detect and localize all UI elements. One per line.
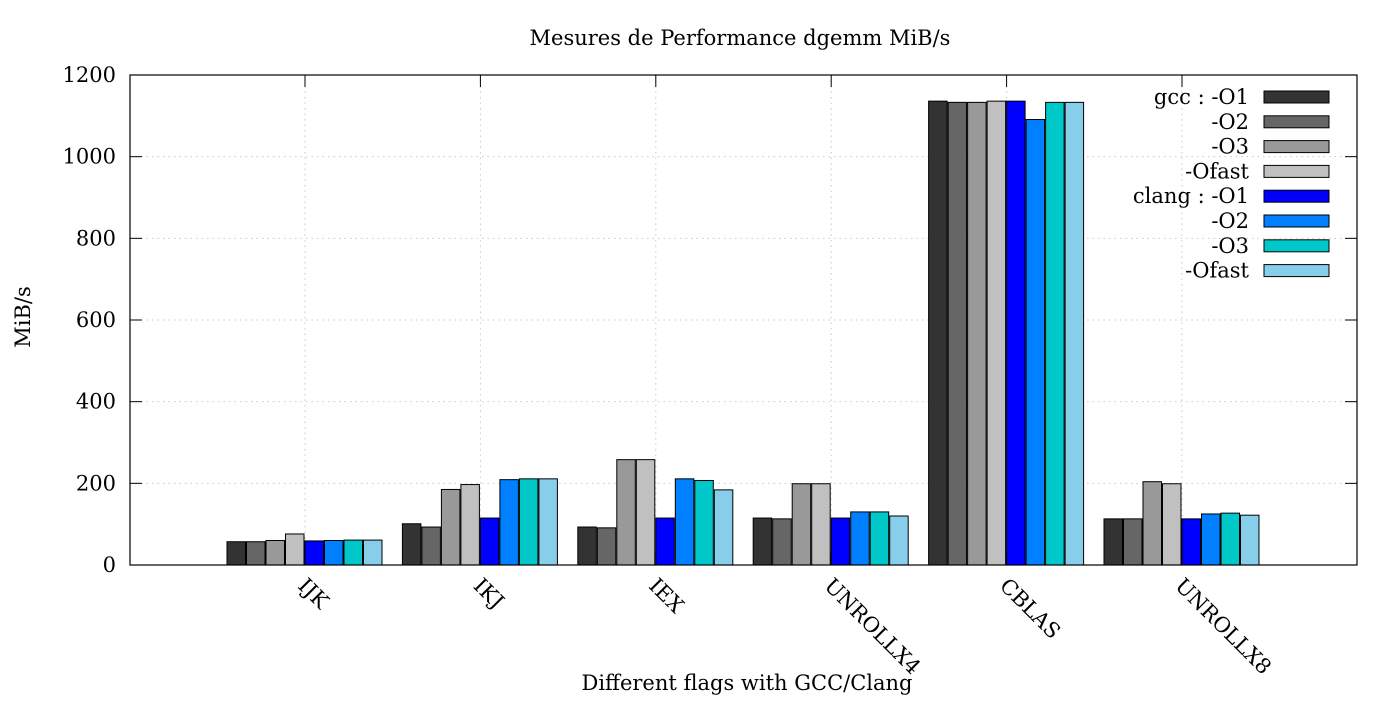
x-tick-label: IKJ (469, 574, 509, 614)
y-tick-label: 1000 (63, 145, 116, 169)
bar (460, 484, 480, 566)
bar (1201, 513, 1221, 566)
legend-swatch (1263, 239, 1330, 253)
bar (246, 541, 266, 566)
bar (499, 479, 519, 566)
x-tick-label: UNROLLX4 (820, 574, 926, 680)
y-tick-label: 600 (76, 308, 116, 332)
bar (752, 517, 773, 566)
x-axis-label: Different flags with GCC/Clang (581, 671, 912, 695)
bar (869, 511, 890, 566)
bar (343, 539, 363, 566)
y-axis-label: MiB/s (11, 286, 35, 348)
legend-label: -O2 (1211, 110, 1249, 134)
bar (226, 541, 246, 566)
bar (791, 483, 812, 566)
bar (324, 540, 344, 566)
bar (1045, 101, 1065, 566)
bar (928, 100, 948, 566)
bar (479, 517, 500, 566)
bar (1025, 119, 1046, 566)
x-tick-labels: IJK IKJ IEX UNROLLX4 CBLAS UNROLLX8 (293, 574, 1276, 680)
legend-label: -O3 (1211, 135, 1249, 159)
bar (850, 511, 870, 566)
legend-swatch (1263, 115, 1330, 129)
legend-swatch (1263, 164, 1330, 178)
legend-label: gcc : -O1 (1154, 85, 1249, 109)
bar (363, 539, 383, 566)
bar (421, 526, 441, 566)
bar (655, 517, 675, 566)
bar (947, 101, 968, 566)
bar (538, 478, 558, 566)
chart-title: Mesures de Performance dgemm MiB/s (530, 26, 951, 50)
bar (674, 478, 695, 566)
bar (440, 488, 461, 566)
bar (1142, 481, 1162, 566)
bar (811, 483, 831, 566)
bar (889, 515, 909, 566)
x-tick-label: UNROLLX8 (1170, 574, 1276, 680)
legend-label: -Ofast (1185, 159, 1249, 183)
bar (285, 533, 305, 566)
bar (265, 540, 285, 566)
bar (967, 101, 987, 566)
legend-swatch (1263, 189, 1330, 203)
y-tick-label: 1200 (63, 63, 116, 87)
legend-swatch (1263, 140, 1330, 154)
bar (1181, 518, 1201, 566)
y-tick-label: 400 (76, 390, 116, 414)
bar (1162, 483, 1182, 566)
bar (772, 518, 792, 566)
bar (1103, 518, 1123, 566)
y-tick-label: 0 (103, 553, 116, 577)
bar (635, 459, 656, 566)
bar (596, 527, 617, 566)
bar (401, 523, 422, 566)
legend-label: -O2 (1211, 209, 1249, 233)
y-tick-label: 800 (76, 226, 116, 250)
bars (226, 100, 1260, 566)
bar (1006, 100, 1026, 566)
x-tick-label: CBLAS (995, 574, 1065, 644)
bar (986, 100, 1007, 566)
y-tick-label: 200 (76, 471, 116, 495)
bar (1240, 514, 1260, 566)
bar (1064, 101, 1085, 566)
legend-label: -O3 (1211, 234, 1249, 258)
bar (830, 517, 851, 566)
bar (616, 459, 636, 566)
y-tick-labels: 0 200 400 600 800 1000 1200 (63, 63, 116, 577)
bar (694, 479, 714, 566)
legend-swatch (1263, 90, 1330, 104)
bar (304, 540, 324, 566)
legend-label: -Ofast (1185, 259, 1249, 283)
bar (577, 526, 597, 566)
legend-swatch (1263, 264, 1330, 278)
axis-ticks (130, 74, 1357, 566)
bar (1220, 512, 1240, 566)
bar (713, 489, 734, 566)
bar (518, 478, 539, 566)
x-tick-label: IJK (293, 574, 333, 614)
legend-label: clang : -O1 (1133, 184, 1249, 208)
x-tick-label: IEX (644, 574, 688, 618)
bar (1123, 518, 1143, 566)
legend-swatch (1263, 214, 1330, 228)
